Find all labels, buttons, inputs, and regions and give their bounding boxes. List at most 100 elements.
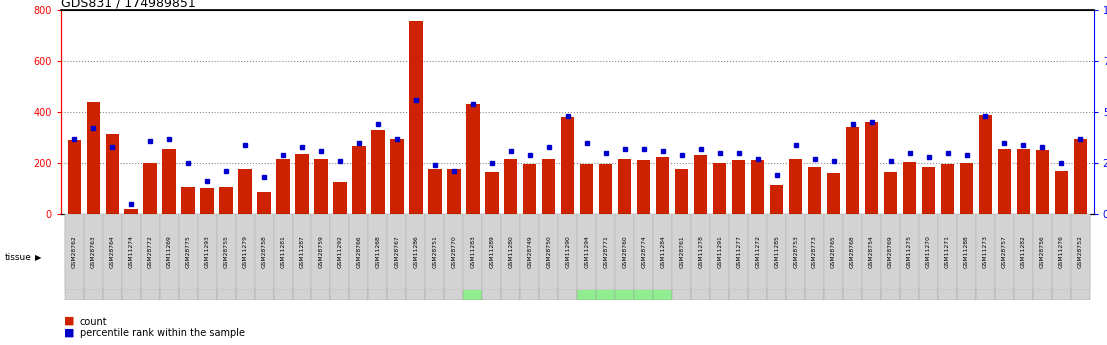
Bar (938, 214, 958, 290)
Bar (197, 214, 217, 290)
Bar (883, 172, 897, 214)
Bar (219, 187, 232, 214)
Text: kidn
ey: kidn ey (487, 253, 496, 261)
Text: GSM11290: GSM11290 (566, 236, 570, 268)
Text: lym
ph
ma: lym ph ma (696, 251, 704, 263)
Bar (311, 214, 331, 300)
Bar (311, 214, 331, 290)
Text: GSM28774: GSM28774 (641, 236, 646, 268)
Bar (976, 214, 995, 290)
Bar (485, 172, 498, 214)
Text: liver
feta
l: liver feta l (601, 251, 610, 263)
Bar (105, 134, 118, 214)
Bar (200, 188, 214, 214)
Bar (748, 214, 767, 290)
Text: percentile rank within the sample: percentile rank within the sample (80, 328, 245, 338)
Text: GSM28763: GSM28763 (91, 236, 95, 268)
Bar (672, 214, 691, 300)
Text: GSM28761: GSM28761 (680, 236, 684, 268)
Bar (84, 214, 103, 300)
Text: pros
tate: pros tate (829, 253, 838, 261)
Bar (770, 185, 784, 214)
Bar (922, 167, 935, 214)
Bar (767, 214, 786, 290)
Text: uter
us
cor
pus: uter us cor pus (1057, 249, 1066, 265)
Text: GSM28752: GSM28752 (1078, 235, 1083, 268)
Bar (711, 214, 730, 300)
Bar (464, 214, 483, 290)
Text: GSM11273: GSM11273 (983, 235, 987, 268)
Bar (919, 214, 938, 290)
Text: GSM28755: GSM28755 (224, 235, 228, 268)
Bar (1036, 150, 1049, 214)
Text: GDS831 / 174989851: GDS831 / 174989851 (61, 0, 196, 9)
Text: ton
sil: ton sil (1020, 253, 1027, 261)
Bar (86, 102, 100, 214)
Bar (862, 214, 881, 300)
Bar (68, 140, 81, 214)
Bar (881, 214, 900, 290)
Text: mel
ano
ma
G36: mel ano ma G36 (754, 249, 762, 265)
Text: corp
us
call
osun: corp us call osun (259, 249, 269, 265)
Text: GSM28760: GSM28760 (622, 236, 628, 268)
Text: ▶: ▶ (35, 253, 42, 262)
Text: GSM11275: GSM11275 (907, 235, 912, 268)
Text: reti
na: reti na (849, 253, 856, 261)
Text: jejunum: jejunum (464, 255, 482, 259)
Text: ileu
m: ileu m (451, 253, 457, 261)
Bar (352, 147, 365, 214)
Bar (615, 214, 634, 300)
Bar (447, 169, 461, 214)
Bar (656, 157, 670, 214)
Bar (141, 214, 159, 300)
Bar (371, 130, 384, 214)
Text: uter
us
cor
pus: uter us cor pus (1076, 249, 1085, 265)
Bar (159, 214, 178, 300)
Bar (941, 164, 954, 214)
Text: am
ygd
ala: am ygd ala (165, 251, 173, 263)
Text: GSM28767: GSM28767 (394, 236, 400, 268)
Bar (561, 117, 575, 214)
Bar (653, 214, 672, 290)
Bar (178, 214, 197, 300)
Bar (425, 214, 444, 300)
Text: blad
der: blad der (107, 253, 116, 261)
Text: adr
ena
med
ulla: adr ena med ulla (89, 249, 97, 265)
Bar (410, 21, 423, 214)
Bar (273, 214, 292, 300)
Bar (277, 159, 290, 214)
Text: GSM11280: GSM11280 (508, 236, 514, 268)
Bar (387, 214, 406, 300)
Bar (124, 209, 137, 214)
Bar (900, 214, 919, 300)
Bar (844, 214, 862, 300)
Bar (638, 160, 651, 214)
Text: thal
amu
s: thal amu s (317, 251, 325, 263)
Text: GSM11286: GSM11286 (413, 236, 418, 268)
Text: GSM28771: GSM28771 (603, 235, 608, 268)
Text: GSM28751: GSM28751 (433, 235, 437, 268)
Bar (672, 214, 691, 290)
Text: GSM28756: GSM28756 (1039, 236, 1045, 268)
Bar (144, 163, 157, 214)
Text: sali
vary
glan
d: sali vary glan d (867, 249, 877, 265)
Text: ■: ■ (64, 316, 74, 326)
Text: colo
n
rect
aden: colo n rect aden (373, 249, 383, 265)
Bar (615, 214, 634, 290)
Bar (997, 149, 1011, 214)
Text: GSM28754: GSM28754 (869, 236, 875, 268)
Bar (597, 214, 615, 290)
Bar (1017, 149, 1031, 214)
Text: GSM11274: GSM11274 (128, 235, 134, 268)
Text: hea
rt: hea rt (431, 253, 438, 261)
Bar (331, 214, 350, 300)
Text: GSM11278: GSM11278 (699, 235, 703, 268)
Bar (84, 214, 103, 290)
Bar (919, 214, 938, 300)
Text: GSM28765: GSM28765 (831, 236, 836, 268)
Text: hip
poc
am
pus: hip poc am pus (279, 249, 287, 265)
Bar (938, 214, 958, 300)
Bar (748, 214, 767, 300)
Text: leuk
emi
a
lym: leuk emi a lym (545, 249, 554, 265)
Text: plac
enta: plac enta (810, 253, 819, 261)
